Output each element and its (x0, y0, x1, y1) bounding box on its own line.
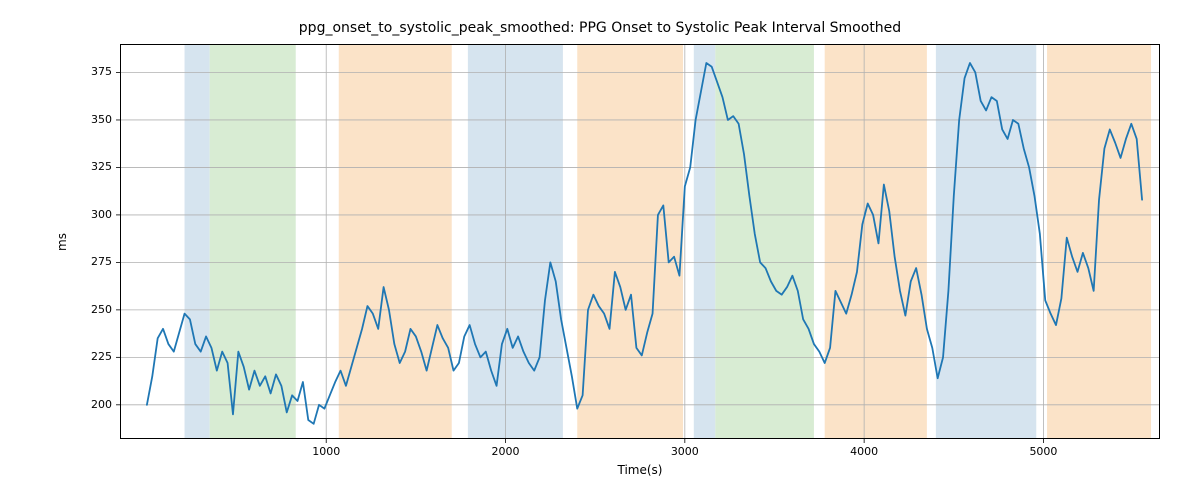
plot-area (120, 44, 1160, 439)
y-tick-label: 300 (72, 208, 112, 221)
y-axis-label: ms (55, 233, 69, 251)
shaded-band (468, 44, 563, 439)
x-tick-label: 5000 (1018, 445, 1068, 458)
x-tick-label: 1000 (301, 445, 351, 458)
x-tick-label: 4000 (839, 445, 889, 458)
x-axis-label: Time(s) (120, 463, 1160, 477)
x-tick-label: 3000 (660, 445, 710, 458)
y-tick-label: 350 (72, 113, 112, 126)
x-tick-label: 2000 (481, 445, 531, 458)
shaded-band (715, 44, 814, 439)
y-tick-label: 225 (72, 350, 112, 363)
shaded-band (1047, 44, 1151, 439)
y-tick-label: 325 (72, 160, 112, 173)
y-tick-label: 275 (72, 255, 112, 268)
shaded-band (339, 44, 452, 439)
shaded-band (185, 44, 210, 439)
y-tick-label: 200 (72, 398, 112, 411)
x-axis-label-text: Time(s) (618, 463, 663, 477)
y-axis-label-text: ms (55, 233, 69, 251)
y-tick-label: 375 (72, 65, 112, 78)
chart-title: ppg_onset_to_systolic_peak_smoothed: PPG… (0, 20, 1200, 36)
y-tick-label: 250 (72, 303, 112, 316)
shaded-band (825, 44, 927, 439)
shaded-band (694, 44, 716, 439)
figure: ppg_onset_to_systolic_peak_smoothed: PPG… (0, 0, 1200, 500)
